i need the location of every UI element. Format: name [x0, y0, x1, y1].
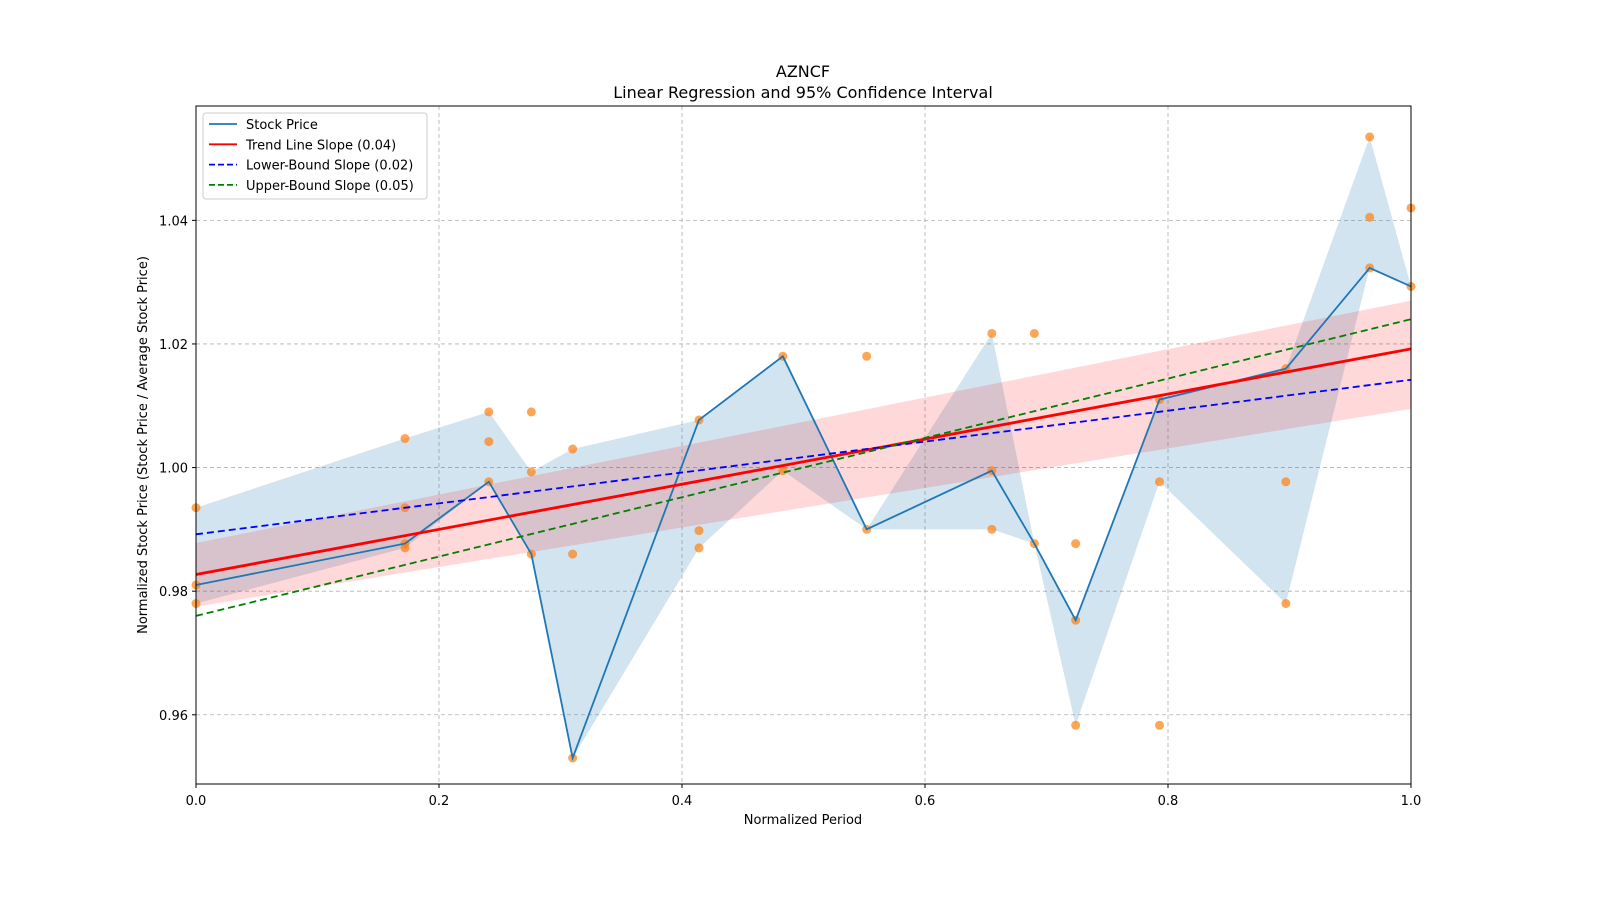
x-axis-label: Normalized Period [744, 813, 862, 828]
series-lines [195, 266, 1412, 762]
y-axis-ticks: 0.96 0.98 1.00 1.02 1.04 [159, 214, 196, 724]
scatter-point [694, 526, 704, 536]
y-tick-label: 1.04 [159, 214, 188, 229]
x-tick-label: 0.2 [429, 794, 450, 809]
legend-box [202, 112, 428, 200]
scatter-point [1154, 477, 1164, 487]
scatter-point [1365, 132, 1375, 142]
price-range-band [196, 136, 1411, 759]
scatter-point [400, 434, 410, 444]
scatter-point [1281, 599, 1291, 609]
plot-frame [195, 105, 1412, 785]
y-tick-label: 0.98 [159, 585, 188, 600]
x-tick-label: 0.6 [915, 794, 936, 809]
x-tick-label: 0.8 [1158, 794, 1179, 809]
scatter-point [1071, 720, 1081, 730]
scatter-point [1365, 212, 1375, 222]
lower-bound-line [195, 378, 1412, 536]
x-tick-label: 0.4 [672, 794, 693, 809]
y-tick-label: 1.00 [159, 462, 188, 477]
scatter-point [484, 407, 494, 417]
x-tick-label: 1.0 [1401, 794, 1422, 809]
y-axis-label: Normalized Stock Price (Stock Price / Av… [136, 256, 151, 634]
scatter-point [484, 437, 494, 447]
legend-label: Lower-Bound Slope (0.02) [246, 159, 413, 174]
chart-title: AZNCF [776, 62, 830, 81]
scatter-point [526, 407, 536, 417]
trend-line [195, 347, 1412, 576]
x-axis-ticks: 0.0 0.2 0.4 0.6 0.8 1.0 [186, 784, 1422, 809]
shaded-areas [196, 136, 1411, 759]
scatter-point [568, 444, 578, 454]
scatter-point [987, 524, 997, 534]
legend: Stock Price Trend Line Slope (0.04) Lower-… [202, 112, 428, 200]
scatter-point [694, 543, 704, 553]
scatter-point [862, 351, 872, 361]
confidence-band [196, 300, 1411, 607]
scatter-point [400, 543, 410, 553]
legend-label: Upper-Bound Slope (0.05) [246, 179, 414, 194]
x-tick-label: 0.0 [186, 794, 207, 809]
legend-label: Stock Price [246, 118, 318, 133]
y-tick-label: 0.96 [159, 709, 188, 724]
legend-label: Trend Line Slope (0.04) [245, 138, 396, 153]
scatter-point [1071, 539, 1081, 549]
scatter-point [1029, 328, 1039, 338]
y-tick-label: 1.02 [159, 338, 188, 353]
chart-subtitle: Linear Regression and 95% Confidence Int… [613, 83, 993, 102]
scatter-point [568, 549, 578, 559]
scatter-point [1281, 477, 1291, 487]
scatter-point [526, 467, 536, 477]
scatter-point [987, 328, 997, 338]
scatter-point [1154, 720, 1164, 730]
